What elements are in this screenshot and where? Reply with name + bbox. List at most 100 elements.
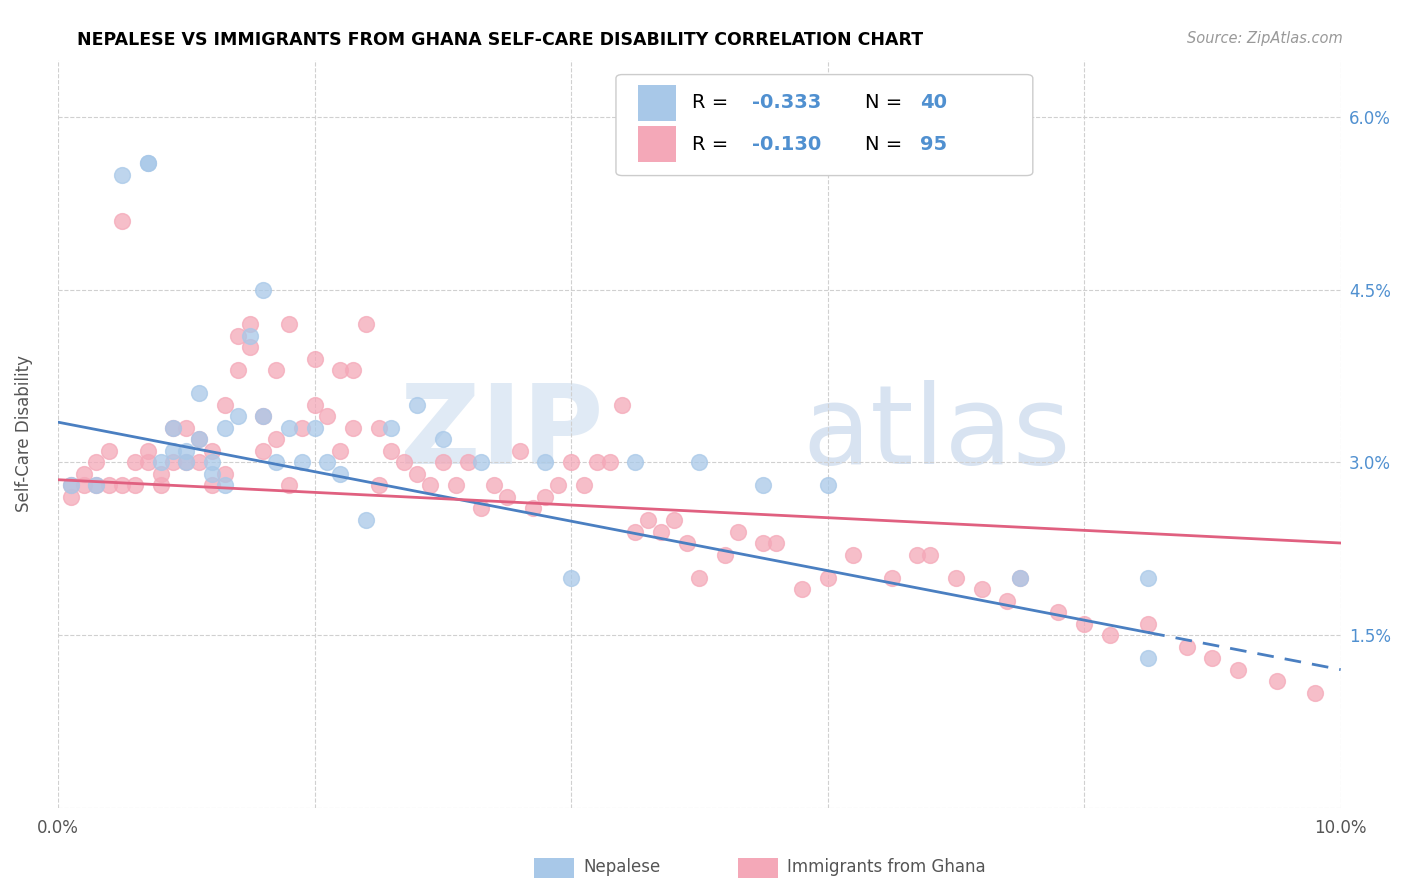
Point: [136, 156, 159, 170]
Point: [342, 363, 364, 377]
Point: [304, 421, 326, 435]
Point: [394, 455, 416, 469]
Point: [188, 433, 211, 447]
Point: [136, 455, 159, 469]
Point: [136, 444, 159, 458]
Point: [162, 421, 184, 435]
Point: [201, 444, 224, 458]
Point: [252, 409, 274, 424]
Point: [945, 570, 967, 584]
Point: [624, 524, 647, 539]
Point: [522, 501, 544, 516]
Text: -0.333: -0.333: [752, 94, 821, 112]
Text: N =: N =: [865, 135, 908, 153]
Point: [406, 467, 429, 481]
Point: [239, 318, 262, 332]
Text: -0.130: -0.130: [752, 135, 821, 153]
Point: [174, 444, 197, 458]
Point: [111, 478, 134, 492]
Point: [688, 570, 710, 584]
Point: [98, 478, 121, 492]
FancyBboxPatch shape: [638, 85, 676, 121]
Point: [367, 421, 389, 435]
Point: [650, 524, 672, 539]
Point: [444, 478, 467, 492]
Point: [470, 501, 492, 516]
Point: [111, 213, 134, 227]
Point: [612, 398, 634, 412]
Point: [316, 409, 339, 424]
Point: [329, 363, 352, 377]
Point: [1008, 570, 1031, 584]
Point: [149, 467, 172, 481]
Point: [239, 340, 262, 354]
Point: [727, 524, 749, 539]
Point: [560, 455, 582, 469]
Point: [675, 536, 697, 550]
Point: [920, 548, 942, 562]
Point: [342, 421, 364, 435]
Point: [572, 478, 595, 492]
Point: [534, 490, 557, 504]
Text: ZIP: ZIP: [399, 380, 603, 487]
Point: [1098, 628, 1121, 642]
Point: [599, 455, 621, 469]
Point: [752, 478, 775, 492]
Point: [1137, 570, 1160, 584]
Point: [1137, 651, 1160, 665]
Point: [291, 421, 314, 435]
Point: [842, 548, 865, 562]
Point: [714, 548, 737, 562]
Point: [98, 444, 121, 458]
Point: [277, 421, 299, 435]
Point: [188, 386, 211, 401]
Point: [1227, 663, 1250, 677]
Point: [496, 490, 519, 504]
Point: [482, 478, 505, 492]
Point: [162, 421, 184, 435]
Point: [995, 593, 1018, 607]
Point: [1137, 616, 1160, 631]
Point: [624, 455, 647, 469]
Point: [1008, 570, 1031, 584]
Point: [432, 455, 454, 469]
Point: [239, 329, 262, 343]
Text: atlas: atlas: [801, 380, 1070, 487]
Point: [817, 570, 839, 584]
Point: [367, 478, 389, 492]
Point: [380, 421, 402, 435]
Point: [329, 444, 352, 458]
Point: [765, 536, 787, 550]
Point: [214, 421, 236, 435]
Point: [174, 455, 197, 469]
Point: [1073, 616, 1095, 631]
Text: Source: ZipAtlas.com: Source: ZipAtlas.com: [1187, 31, 1343, 46]
Point: [637, 513, 659, 527]
Point: [264, 363, 287, 377]
Point: [264, 433, 287, 447]
Point: [406, 398, 429, 412]
Point: [214, 478, 236, 492]
FancyBboxPatch shape: [616, 75, 1033, 176]
Point: [86, 478, 108, 492]
Point: [162, 455, 184, 469]
Point: [59, 478, 82, 492]
Point: [174, 455, 197, 469]
Point: [688, 455, 710, 469]
Point: [457, 455, 479, 469]
Point: [380, 444, 402, 458]
Point: [252, 283, 274, 297]
Point: [1175, 640, 1198, 654]
Point: [509, 444, 531, 458]
Point: [880, 570, 903, 584]
Point: [1265, 674, 1288, 689]
Point: [1303, 686, 1326, 700]
Point: [162, 444, 184, 458]
Point: [432, 433, 454, 447]
Point: [304, 351, 326, 366]
Point: [354, 513, 377, 527]
Point: [970, 582, 993, 596]
Point: [72, 478, 94, 492]
Point: [905, 548, 928, 562]
Point: [174, 421, 197, 435]
